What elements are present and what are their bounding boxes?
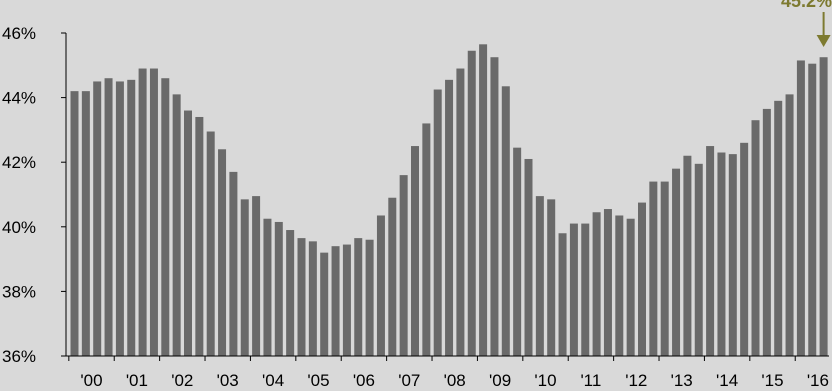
bar bbox=[467, 50, 476, 356]
bar bbox=[445, 79, 454, 356]
bar bbox=[569, 223, 578, 356]
bar bbox=[717, 152, 726, 356]
x-tick-label: '08 bbox=[444, 371, 466, 390]
bar bbox=[274, 221, 283, 356]
x-tick-label: '01 bbox=[126, 371, 148, 390]
bar bbox=[490, 57, 499, 356]
bar bbox=[161, 78, 170, 356]
bar bbox=[592, 212, 601, 356]
y-tick-label: 42% bbox=[2, 153, 36, 172]
bar bbox=[320, 252, 329, 356]
bar bbox=[501, 86, 510, 356]
bar bbox=[558, 233, 567, 356]
bar bbox=[672, 168, 681, 356]
x-tick-label: '07 bbox=[398, 371, 420, 390]
x-tick-label: '16 bbox=[807, 371, 829, 390]
bar bbox=[93, 81, 102, 356]
bar bbox=[660, 181, 669, 356]
bar bbox=[581, 223, 590, 356]
bar bbox=[479, 44, 488, 357]
bar bbox=[104, 78, 113, 356]
last-value-annotation: 45.2% bbox=[781, 0, 832, 47]
x-tick-label: '14 bbox=[716, 371, 738, 390]
y-tick-label: 46% bbox=[2, 24, 36, 43]
bar bbox=[535, 196, 544, 356]
bar bbox=[206, 131, 215, 356]
bar bbox=[252, 196, 261, 356]
bar bbox=[774, 100, 783, 356]
bar bbox=[615, 215, 624, 356]
bar bbox=[513, 147, 522, 356]
bar bbox=[172, 94, 181, 357]
x-tick-label: '00 bbox=[80, 371, 102, 390]
annotation-arrow-head bbox=[816, 35, 831, 47]
bar bbox=[456, 68, 465, 356]
y-tick-label: 40% bbox=[2, 218, 36, 237]
x-tick-label: '15 bbox=[761, 371, 783, 390]
bar bbox=[751, 120, 760, 357]
bar bbox=[229, 171, 238, 356]
bar bbox=[286, 230, 295, 356]
bar bbox=[240, 199, 249, 356]
bar bbox=[433, 89, 442, 356]
y-axis: 36% 38% 40% 42% 44% 46% bbox=[2, 24, 67, 366]
bar bbox=[422, 123, 431, 356]
bar bbox=[342, 244, 351, 356]
bar bbox=[796, 60, 805, 357]
bar bbox=[354, 238, 363, 356]
bar bbox=[331, 246, 340, 356]
bar bbox=[547, 199, 556, 356]
bar bbox=[819, 57, 828, 356]
bar bbox=[762, 108, 771, 356]
bar bbox=[706, 146, 715, 356]
x-tick-label: '11 bbox=[580, 371, 601, 390]
bar bbox=[297, 238, 306, 356]
bar bbox=[376, 215, 385, 356]
x-tick-label: '06 bbox=[353, 371, 375, 390]
bar bbox=[694, 163, 703, 356]
bar bbox=[603, 209, 612, 356]
x-tick-label: '05 bbox=[307, 371, 329, 390]
bar bbox=[127, 79, 136, 356]
x-axis: '00 '01 '02 '03 '04 '05 '06 '07 '08 '09 '10 '11 '12 '… bbox=[66, 355, 829, 390]
bar bbox=[785, 94, 794, 357]
y-tick-label: 36% bbox=[2, 347, 36, 366]
bar bbox=[308, 241, 317, 356]
bar bbox=[728, 154, 737, 357]
bar bbox=[138, 68, 147, 356]
bar bbox=[218, 149, 227, 356]
x-tick-label: '03 bbox=[217, 371, 239, 390]
bar bbox=[365, 239, 374, 356]
bar bbox=[411, 146, 419, 356]
bar bbox=[683, 155, 692, 356]
bar bbox=[740, 142, 749, 356]
bar bbox=[70, 91, 79, 356]
bar bbox=[626, 218, 635, 356]
x-tick-label: '09 bbox=[489, 371, 511, 390]
y-tick-label: 44% bbox=[2, 89, 36, 108]
bar bbox=[808, 63, 817, 356]
x-tick-label: '13 bbox=[671, 371, 693, 390]
x-tick-label: '02 bbox=[171, 371, 193, 390]
bar bbox=[399, 175, 408, 356]
y-tick-label: 38% bbox=[2, 282, 36, 301]
x-tick-label: '04 bbox=[262, 371, 284, 390]
bar bbox=[638, 202, 646, 356]
bar bbox=[81, 91, 90, 356]
bar bbox=[149, 68, 158, 356]
bar bbox=[649, 181, 658, 356]
bars-group bbox=[70, 44, 828, 357]
bar bbox=[115, 81, 124, 356]
bar bbox=[388, 197, 397, 356]
x-tick-label: '12 bbox=[625, 371, 647, 390]
bar bbox=[524, 158, 533, 356]
bar bbox=[263, 218, 272, 356]
bar bbox=[184, 110, 192, 357]
x-tick-label: '10 bbox=[534, 371, 556, 390]
annotation-label: 45.2% bbox=[781, 0, 832, 11]
bar bbox=[195, 116, 204, 356]
